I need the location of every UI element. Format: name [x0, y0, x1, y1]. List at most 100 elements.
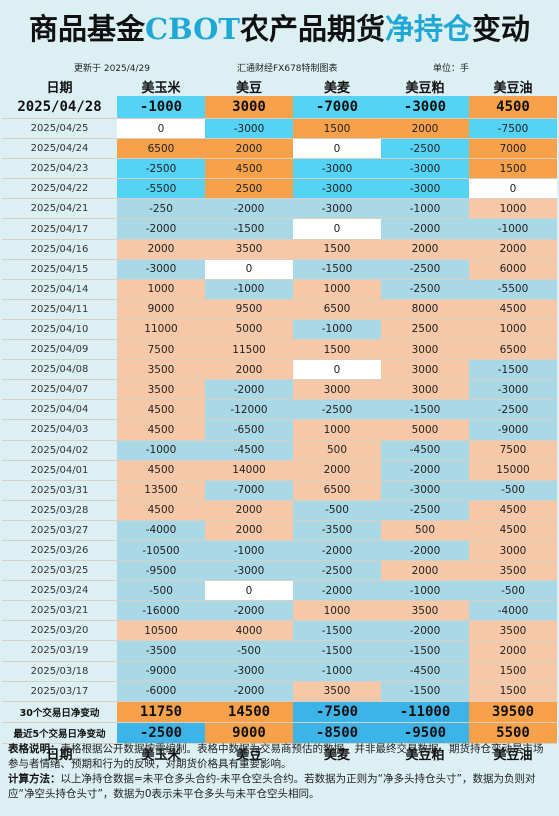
row-value: 500 — [381, 520, 469, 541]
row-value: -16000 — [117, 600, 205, 622]
row-value: -2500 — [381, 279, 469, 300]
row-value: 2000 — [381, 239, 469, 260]
row-value: -2000 — [205, 681, 293, 702]
row-value: -2500 — [293, 399, 381, 421]
row-value: -4500 — [381, 661, 469, 682]
row-value: -1000 — [381, 580, 469, 602]
title-part-change: 变动 — [472, 12, 531, 46]
row-value: -12000 — [205, 399, 293, 421]
notes-explain: 表格说明：表格根据公开数据按需编制。表格中数据为交易商预估的数据，并非最终交易数… — [8, 742, 553, 772]
row-value: 500 — [293, 440, 381, 461]
row-value: -1500 — [381, 640, 469, 662]
table-row: 2025/04/22 -5500 2500 -3000 -3000 0 — [2, 178, 557, 200]
table-row: 2025/04/11 9000 9500 6500 8000 4500 — [2, 299, 557, 320]
row-date: 2025/04/22 — [2, 178, 117, 200]
row-value: 6500 — [117, 138, 205, 160]
table-row: 2025/04/23 -2500 4500 -3000 -3000 1500 — [2, 158, 557, 180]
row-date: 2025/03/17 — [2, 681, 117, 702]
row-value: -1500 — [293, 620, 381, 642]
row-value: 1500 — [293, 239, 381, 260]
row-value: 3000 — [469, 540, 557, 562]
row-value: 3000 — [293, 379, 381, 401]
row-date: 2025/04/11 — [2, 299, 117, 320]
row-value: -2000 — [381, 218, 469, 240]
row-date: 2025/04/01 — [2, 460, 117, 481]
row-date: 2025/03/26 — [2, 540, 117, 562]
row-value: 0 — [293, 218, 381, 240]
row-value: -4500 — [381, 440, 469, 461]
row-value: 3000 — [205, 96, 293, 119]
row-value: -500 — [469, 480, 557, 501]
table-row: 2025/03/21 -16000 -2000 1000 3500 -4000 — [2, 600, 557, 622]
row-date: 2025/04/07 — [2, 379, 117, 401]
header-col: 美豆油 — [493, 80, 533, 96]
row-value: 2000 — [205, 359, 293, 381]
row-value: 0 — [293, 359, 381, 381]
row-value: -4000 — [469, 600, 557, 622]
row-date: 2025/03/19 — [2, 640, 117, 662]
summary-value: 5500 — [469, 722, 557, 744]
row-value: 1500 — [293, 339, 381, 361]
row-date: 2025/03/25 — [2, 560, 117, 582]
table-row: 2025/04/02 -1000 -4500 500 -4500 7500 — [2, 440, 557, 461]
summary-value: -9500 — [381, 722, 469, 744]
row-value: 2000 — [381, 560, 469, 582]
row-date: 2025/04/16 — [2, 239, 117, 260]
summary-label: 30个交易日净变动 — [2, 701, 117, 723]
header-date: 日期 — [46, 748, 73, 764]
row-value: -500 — [293, 500, 381, 521]
row-date: 2025/04/24 — [2, 138, 117, 160]
row-value: 13500 — [117, 480, 205, 501]
row-value: -5500 — [117, 178, 205, 200]
table-row: 2025/04/25 0 -3000 1500 2000 -7500 — [2, 118, 557, 140]
row-value: -1500 — [293, 259, 381, 280]
row-value: -1000 — [469, 218, 557, 240]
notes-calc: 计算方法：以上净持仓数据=未平仓多头合约-未平仓空头合约。若数据为正则为“净多头… — [8, 772, 553, 802]
row-value: -6000 — [117, 681, 205, 702]
row-value: -1000 — [381, 198, 469, 220]
row-value: -3000 — [381, 480, 469, 501]
notes-calc-text: 以上净持仓数据=未平仓多头合约-未平仓空头合约。若数据为正则为“净多头持仓头寸”… — [8, 773, 536, 800]
row-value: 2500 — [381, 319, 469, 341]
summary-value: 39500 — [469, 701, 557, 723]
row-value: 3000 — [381, 379, 469, 401]
row-value: 1500 — [293, 118, 381, 140]
row-value: 9500 — [205, 299, 293, 320]
table-row: 2025/03/31 13500 -7000 6500 -3000 -500 — [2, 480, 557, 501]
table-row: 2025/04/16 2000 3500 1500 2000 2000 — [2, 239, 557, 260]
row-value: 1000 — [469, 198, 557, 220]
row-value: 1000 — [469, 319, 557, 341]
row-value: -1500 — [205, 218, 293, 240]
row-value: 4500 — [205, 158, 293, 180]
row-value: -3000 — [293, 158, 381, 180]
row-value: -1000 — [205, 279, 293, 300]
row-value: 0 — [205, 259, 293, 280]
row-value: 9000 — [117, 299, 205, 320]
page-title: 商品基金CBOT农产品期货净持仓变动 — [0, 6, 559, 46]
row-value: -9500 — [117, 560, 205, 582]
row-value: 1000 — [293, 600, 381, 622]
row-value: -7000 — [293, 96, 381, 119]
title-part-agri: 农产品 — [239, 12, 327, 46]
row-value: -2000 — [293, 540, 381, 562]
summary-value: -2500 — [117, 722, 205, 744]
summary-value: -11000 — [381, 701, 469, 723]
header-col: 美豆 — [235, 748, 262, 764]
row-value: -2500 — [381, 500, 469, 521]
row-value: -500 — [205, 640, 293, 662]
header-date: 日期 — [46, 80, 73, 96]
row-value: 4500 — [469, 96, 557, 119]
row-value: 4000 — [205, 620, 293, 642]
table-row: 2025/03/24 -500 0 -2000 -1000 -500 — [2, 580, 557, 602]
row-value: -4000 — [117, 520, 205, 541]
row-value: -3000 — [381, 178, 469, 200]
row-value: 3500 — [117, 359, 205, 381]
notes: 表格说明：表格根据公开数据按需编制。表格中数据为交易商预估的数据，并非最终交易数… — [8, 742, 553, 802]
row-value: 4500 — [469, 299, 557, 320]
row-value: 5000 — [381, 419, 469, 441]
summary-value: -7500 — [293, 701, 381, 723]
summary-value: 9000 — [205, 722, 293, 744]
row-value: -500 — [117, 580, 205, 602]
row-value: -3000 — [381, 158, 469, 180]
row-value: -4500 — [205, 440, 293, 461]
